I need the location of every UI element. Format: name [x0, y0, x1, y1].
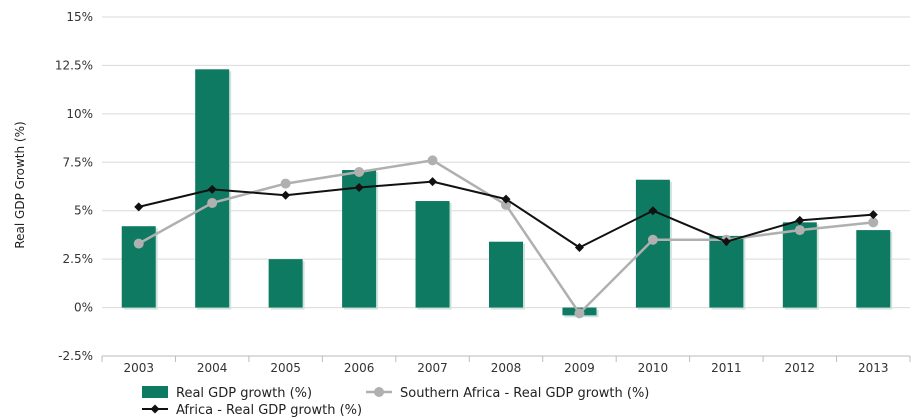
- bar: [489, 241, 523, 308]
- southern-africa-point: [574, 308, 585, 319]
- bar-series: [121, 69, 893, 318]
- legend-label-africa: Africa - Real GDP growth (%): [176, 403, 362, 417]
- x-axis-ticks: 2003 2004 2005 2006 2007 2008 2009 2010 2011 2012…: [101, 355, 911, 375]
- x-tick-label: 2007: [417, 361, 448, 375]
- africa-point: [574, 243, 584, 253]
- southern-africa-point: [647, 234, 658, 245]
- southern-africa-point: [280, 178, 291, 189]
- africa-point: [207, 184, 217, 194]
- bar: [782, 222, 817, 308]
- x-tick-label: 2009: [564, 361, 595, 375]
- southern-africa-point: [427, 155, 438, 166]
- southern-africa-point: [501, 199, 511, 210]
- legend-southern-africa-marker: [374, 387, 384, 397]
- x-tick-label: 2004: [197, 361, 228, 375]
- africa-point: [721, 237, 731, 247]
- legend: Real GDP growth (%) Southern Africa - Rea…: [142, 386, 649, 417]
- y-tick-label: 5%: [74, 204, 93, 218]
- x-tick-label: 2003: [123, 361, 154, 375]
- bar: [709, 235, 744, 308]
- y-tick-label: -2.5%: [58, 349, 93, 363]
- bar: [268, 259, 303, 308]
- africa-point: [501, 194, 511, 204]
- x-tick-label: 2006: [344, 361, 375, 375]
- y-tick-label: 15%: [66, 10, 93, 24]
- africa-point: [428, 177, 438, 187]
- x-tick-label: 2010: [638, 361, 669, 375]
- southern-africa-point: [868, 217, 879, 228]
- southern-africa-point: [354, 166, 365, 177]
- africa-line: [138, 180, 874, 249]
- y-tick-label: 10%: [66, 107, 93, 121]
- y-axis-ticks: -2.5% 0% 2.5% 5% 7.5% 10% 12.5% 15%: [55, 10, 93, 363]
- x-tick-label: 2011: [711, 361, 742, 375]
- y-tick-label: 2.5%: [63, 252, 94, 266]
- africa-point: [868, 210, 878, 220]
- x-tick-label: 2013: [858, 361, 889, 375]
- y-axis-title: Real GDP Growth (%): [13, 121, 27, 248]
- legend-bar-swatch: [142, 386, 168, 398]
- x-tick-label: 2012: [785, 361, 816, 375]
- southern-africa-point: [133, 238, 144, 249]
- y-tick-label: 0%: [74, 301, 93, 315]
- x-tick-label: 2008: [491, 361, 522, 375]
- line-series: [133, 155, 879, 319]
- southern-africa-point: [794, 225, 805, 236]
- x-tick-label: 2005: [270, 361, 301, 375]
- africa-point: [134, 202, 144, 212]
- africa-point: [648, 206, 658, 216]
- bar: [415, 201, 450, 308]
- africa-point: [281, 190, 291, 200]
- bar: [856, 230, 891, 308]
- africa-point: [354, 182, 364, 192]
- legend-label-real-gdp: Real GDP growth (%): [176, 386, 312, 401]
- legend-label-southern-africa: Southern Africa - Real GDP growth (%): [400, 386, 649, 401]
- legend-africa-marker: [150, 404, 160, 414]
- africa-point: [795, 215, 805, 225]
- y-tick-label: 12.5%: [55, 58, 93, 72]
- y-tick-label: 7.5%: [63, 155, 94, 169]
- southern-africa-point: [207, 197, 218, 208]
- bar: [342, 170, 377, 308]
